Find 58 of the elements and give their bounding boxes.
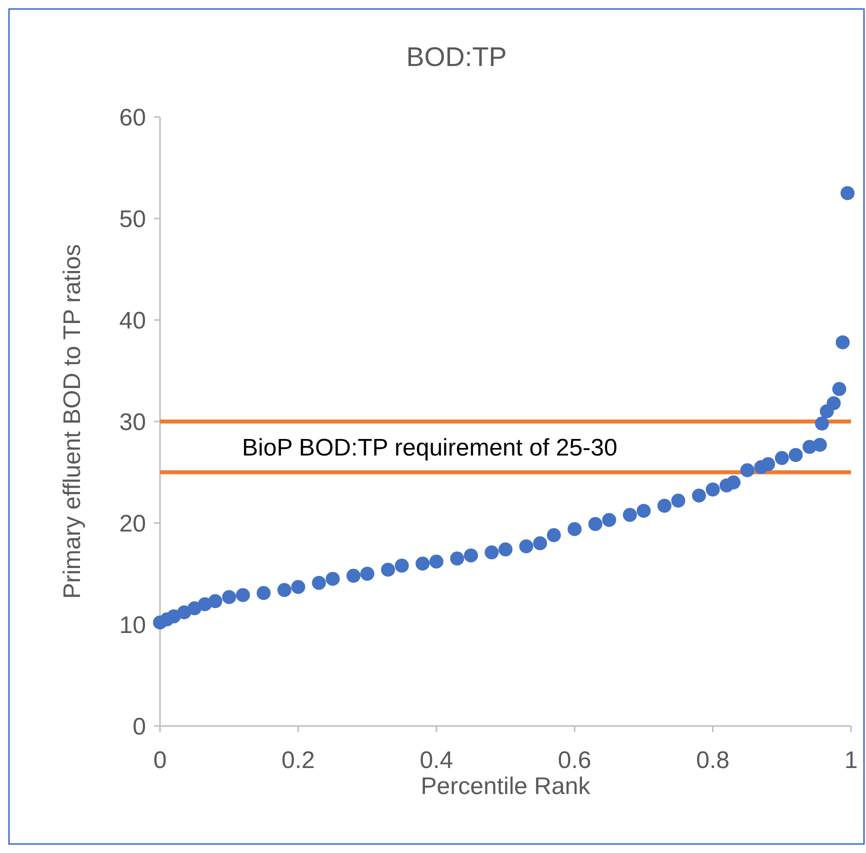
y-tick-label: 0 [132,713,146,740]
point [671,494,686,508]
point [484,545,499,560]
x-tick-label: 1 [844,747,858,774]
point [360,566,374,581]
point [588,517,602,532]
point [622,508,637,522]
point [312,576,326,590]
y-tick-label: 60 [119,104,146,132]
point [326,572,340,586]
point [533,536,548,550]
x-axis-title: Percentile Rank [420,773,592,800]
x-tick-label: 0.8 [696,747,730,774]
x-tick-label: 0.4 [420,747,454,774]
y-tick-label: 40 [119,307,146,334]
y-axis-title: Primary effluent BOD to TP ratios [59,244,86,599]
point [568,522,582,536]
point [774,451,789,466]
point [836,335,850,350]
point [706,482,720,497]
y-tick-label: 10 [119,612,146,639]
point [826,396,841,410]
y-tick-label: 50 [119,206,146,233]
point [256,586,271,600]
y-tick-label: 30 [119,408,146,436]
point [429,554,444,569]
point [832,382,846,396]
point [277,582,292,597]
point [519,539,534,554]
point [346,568,360,583]
point [657,498,672,513]
point [222,590,236,604]
point [394,558,409,573]
point [381,562,396,577]
point [208,594,222,608]
point [291,580,306,594]
point [814,416,829,431]
chart-title: BOD:TP [406,42,507,72]
point [840,186,855,200]
x-tick-label: 0.6 [558,747,592,774]
point [236,588,250,602]
x-tick-label: 0 [153,747,167,774]
point [788,448,803,462]
x-tick-label: 0.2 [282,747,315,774]
point [636,504,651,518]
point [692,488,706,503]
point [726,475,741,490]
point [602,512,616,527]
y-tick-label: 20 [119,510,146,538]
point [761,457,776,472]
point [416,556,430,571]
point [464,548,478,562]
annotation: BioP BOD:TP requirement of 25-30 [242,434,618,462]
point [546,528,561,542]
point [450,552,464,566]
point [740,463,754,478]
point [498,542,512,556]
point [812,438,827,452]
